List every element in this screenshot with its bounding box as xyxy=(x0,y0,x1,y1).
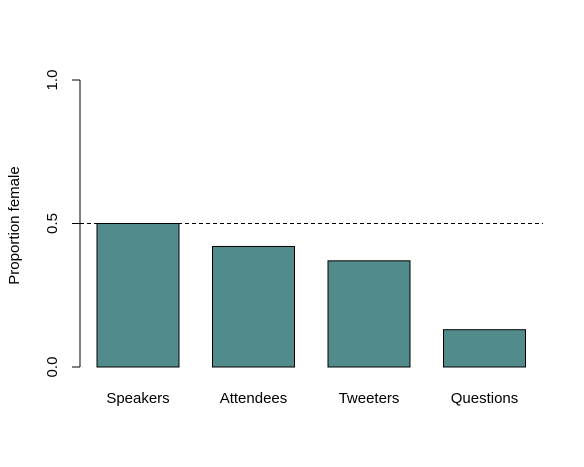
x-axis-labels: Speakers Attendees Tweeters Questions xyxy=(106,390,518,407)
y-axis: 0.0 0.5 1.0 xyxy=(44,70,81,378)
x-tick-label-questions: Questions xyxy=(451,390,519,407)
bar-tweeters xyxy=(327,260,411,368)
x-tick-label-speakers: Speakers xyxy=(106,390,169,407)
bar-questions xyxy=(443,329,526,368)
y-axis-title: Proportion female xyxy=(6,166,23,284)
bars-group xyxy=(96,223,526,368)
y-tick-label: 0.0 xyxy=(44,357,61,378)
y-tick-label: 0.5 xyxy=(44,213,61,234)
x-tick-label-attendees: Attendees xyxy=(220,390,288,407)
x-tick-label-tweeters: Tweeters xyxy=(339,390,400,407)
y-tick-label: 1.0 xyxy=(44,70,61,91)
bar-speakers xyxy=(96,223,180,368)
bar-attendees xyxy=(212,245,295,368)
